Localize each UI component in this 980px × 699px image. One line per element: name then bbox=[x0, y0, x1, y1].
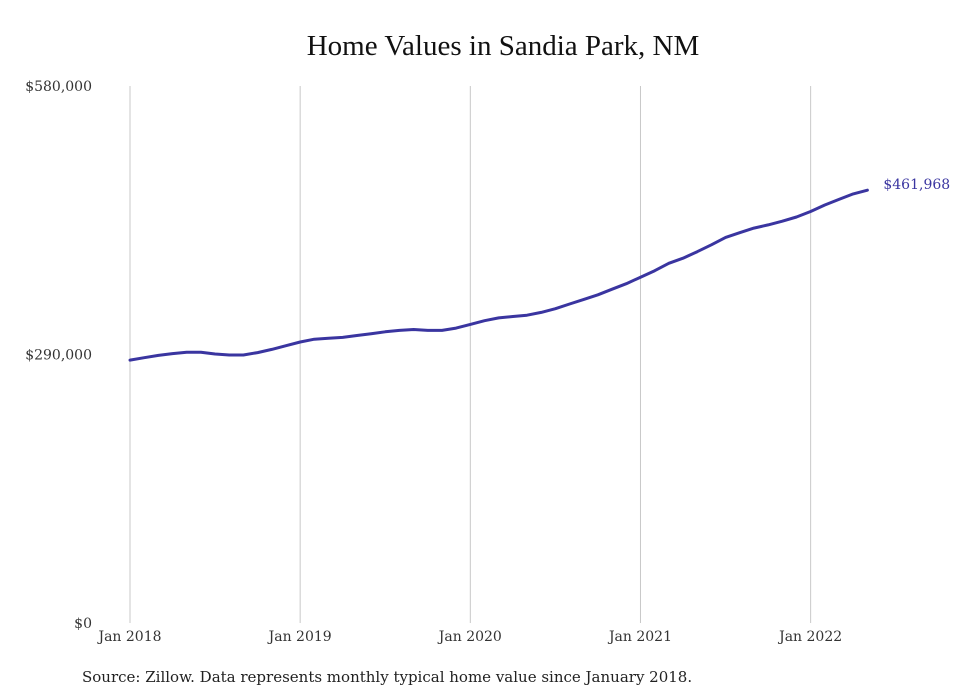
y-tick-label: $290,000 bbox=[25, 348, 92, 364]
series-line bbox=[128, 188, 869, 362]
x-tick-label: Jan 2019 bbox=[267, 629, 332, 645]
x-tick-label: Jan 2021 bbox=[607, 629, 672, 645]
x-tick-label: Jan 2020 bbox=[437, 629, 502, 645]
end-value-label: $461,968 bbox=[883, 177, 950, 193]
gridlines bbox=[129, 86, 812, 623]
x-axis-ticks: Jan 2018 Jan 2019 Jan 2020 Jan 2021 Jan 2022 bbox=[96, 629, 842, 645]
series bbox=[128, 188, 869, 362]
x-tick-label: Jan 2022 bbox=[777, 629, 842, 645]
y-tick-label: $580,000 bbox=[25, 79, 92, 95]
data-labels: $461,968 bbox=[883, 177, 950, 193]
x-tick-label: Jan 2018 bbox=[96, 629, 161, 645]
y-axis-ticks: $0 $290,000 $580,000 bbox=[25, 79, 92, 632]
source-note: Source: Zillow. Data represents monthly … bbox=[82, 668, 693, 686]
y-tick-label: $0 bbox=[74, 616, 92, 632]
chart-title: Home Values in Sandia Park, NM bbox=[306, 30, 700, 62]
